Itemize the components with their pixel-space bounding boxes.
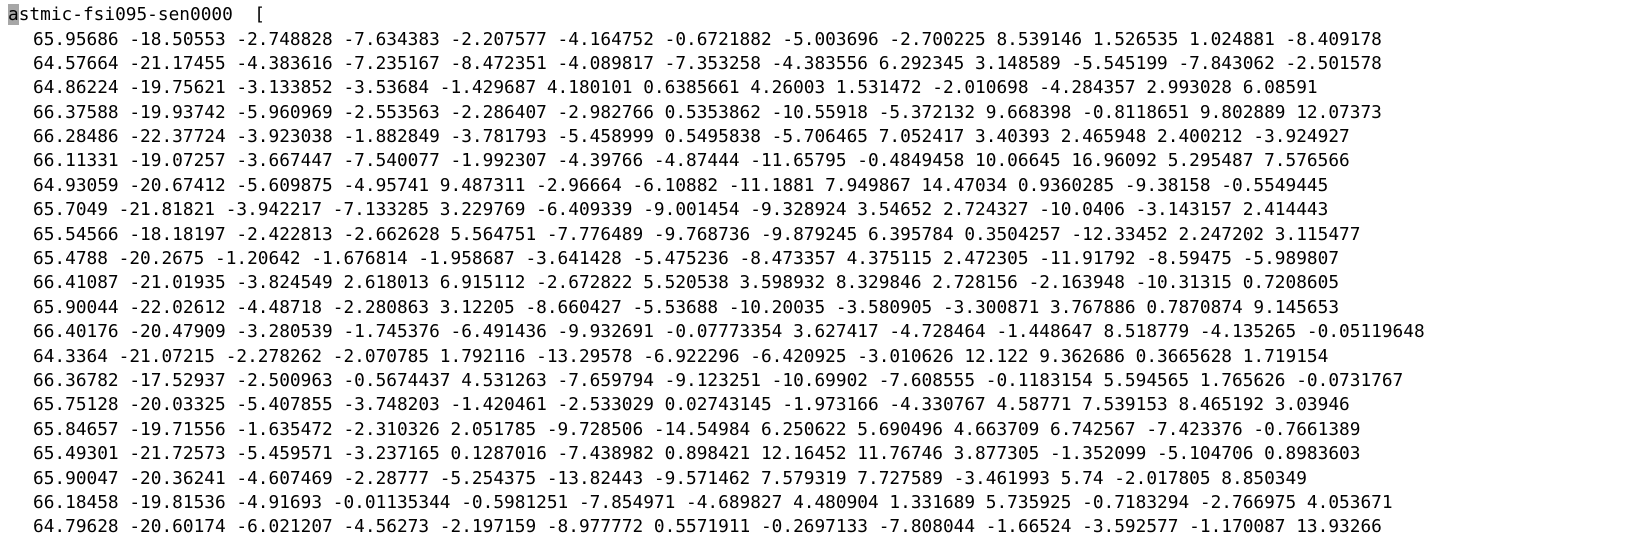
- data-row: 66.11331 -19.07257 -3.667447 -7.540077 -…: [33, 150, 1350, 172]
- data-row: 64.79628 -20.60174 -6.021207 -4.56273 -2…: [33, 516, 1382, 538]
- data-row: 65.75128 -20.03325 -5.407855 -3.748203 -…: [33, 394, 1350, 416]
- data-row: 65.49301 -21.72573 -5.459571 -3.237165 0…: [33, 443, 1361, 465]
- data-row: 66.36782 -17.52937 -2.500963 -0.5674437 …: [33, 369, 1404, 391]
- header-text: stmic-fsi095-sen0000 [: [18, 4, 265, 25]
- data-row: 64.3364 -21.07215 -2.278262 -2.070785 1.…: [33, 345, 1329, 367]
- data-rows: 65.95686 -18.50553 -2.748828 -7.634383 -…: [8, 28, 1650, 540]
- text-cursor: a: [8, 4, 19, 25]
- data-row: 65.54566 -18.18197 -2.422813 -2.662628 5…: [33, 223, 1361, 245]
- data-row: 65.95686 -18.50553 -2.748828 -7.634383 -…: [33, 28, 1382, 50]
- data-row: 66.40176 -20.47909 -3.280539 -1.745376 -…: [33, 321, 1425, 343]
- data-row: 65.90047 -20.36241 -4.607469 -2.28777 -5…: [33, 467, 1307, 489]
- data-row: 66.37588 -19.93742 -5.960969 -2.553563 -…: [33, 101, 1382, 123]
- data-row: 64.57664 -21.17455 -4.383616 -7.235167 -…: [33, 52, 1382, 74]
- data-row: 64.93059 -20.67412 -5.609875 -4.95741 9.…: [33, 174, 1329, 196]
- data-row: 66.18458 -19.81536 -4.91693 -0.01135344 …: [33, 491, 1393, 513]
- data-row: 65.90044 -22.02612 -4.48718 -2.280863 3.…: [33, 296, 1340, 318]
- header-line: astmic-fsi095-sen0000 [: [8, 3, 1650, 28]
- data-row: 65.84657 -19.71556 -1.635472 -2.310326 2…: [33, 418, 1361, 440]
- data-row: 65.7049 -21.81821 -3.942217 -7.133285 3.…: [33, 199, 1329, 221]
- data-row: 66.41087 -21.01935 -3.824549 2.618013 6.…: [33, 272, 1340, 294]
- data-row: 64.86224 -19.75621 -3.133852 -3.53684 -1…: [33, 77, 1318, 99]
- data-row: 65.4788 -20.2675 -1.20642 -1.676814 -1.9…: [33, 248, 1340, 270]
- data-row: 66.28486 -22.37724 -3.923038 -1.882849 -…: [33, 126, 1350, 148]
